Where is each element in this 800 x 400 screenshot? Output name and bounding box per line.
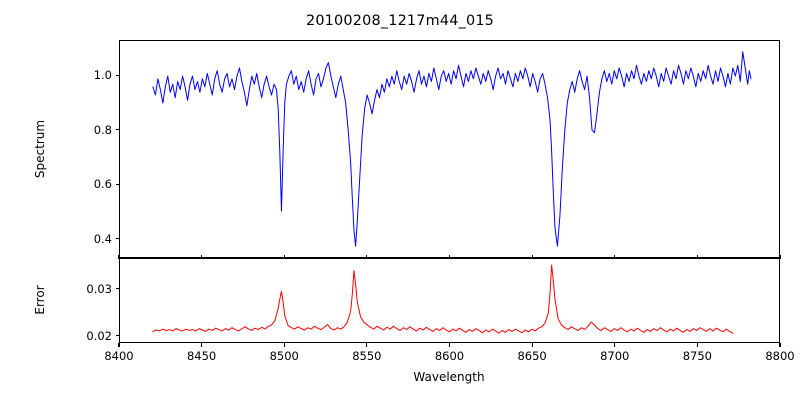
x-tick-label: 8600 [434,349,465,363]
x-tick-mark [696,255,698,259]
y-tick-label: 0.8 [93,122,112,137]
y-tick-mark [115,74,119,76]
spectrum-y-axis-label: Spectrum [33,119,47,179]
spectrum-line-plot [120,41,779,257]
y-tick-label: 0.02 [86,328,112,343]
x-tick-mark [614,255,616,259]
x-tick-label: 8700 [600,349,630,363]
y-tick-mark [115,238,119,240]
x-tick-mark [283,255,285,259]
y-tick-mark [115,183,119,185]
y-tick-mark [115,288,119,290]
x-tick-label: 8750 [682,349,713,363]
spectrum-panel [119,40,780,258]
x-tick-mark [118,255,120,259]
x-tick-mark [448,255,451,259]
x-tick-mark [696,343,698,347]
x-axis-label: Wavelength [413,370,485,384]
figure-title: 20100208_1217m44_015 [305,13,495,29]
y-tick-mark [115,335,119,337]
x-tick-label: 8650 [517,349,547,363]
x-tick-label: 8550 [352,349,382,363]
x-tick-label: 8800 [765,349,795,363]
x-tick-mark [448,343,451,347]
x-tick-mark [779,343,781,347]
x-tick-mark [366,343,368,347]
y-tick-label: 0.6 [93,177,112,192]
y-tick-label: 0.03 [86,281,112,296]
error-y-axis-label: Error [33,285,47,315]
x-tick-mark [779,255,781,259]
x-tick-mark [201,255,203,259]
x-tick-mark [531,255,533,259]
error-line-plot [120,259,779,342]
y-tick-mark [115,129,119,131]
error-panel [119,258,780,343]
x-tick-label: 8500 [269,349,299,363]
y-tick-label: 0.4 [93,231,112,246]
x-tick-mark [118,343,120,347]
x-tick-label: 8400 [104,349,134,363]
x-tick-mark [201,343,203,347]
y-tick-label: 1.0 [93,68,112,83]
x-tick-mark [614,343,616,347]
x-tick-label: 8450 [186,349,217,363]
x-tick-mark [366,255,368,259]
x-tick-mark [531,343,533,347]
x-tick-mark [283,343,285,347]
